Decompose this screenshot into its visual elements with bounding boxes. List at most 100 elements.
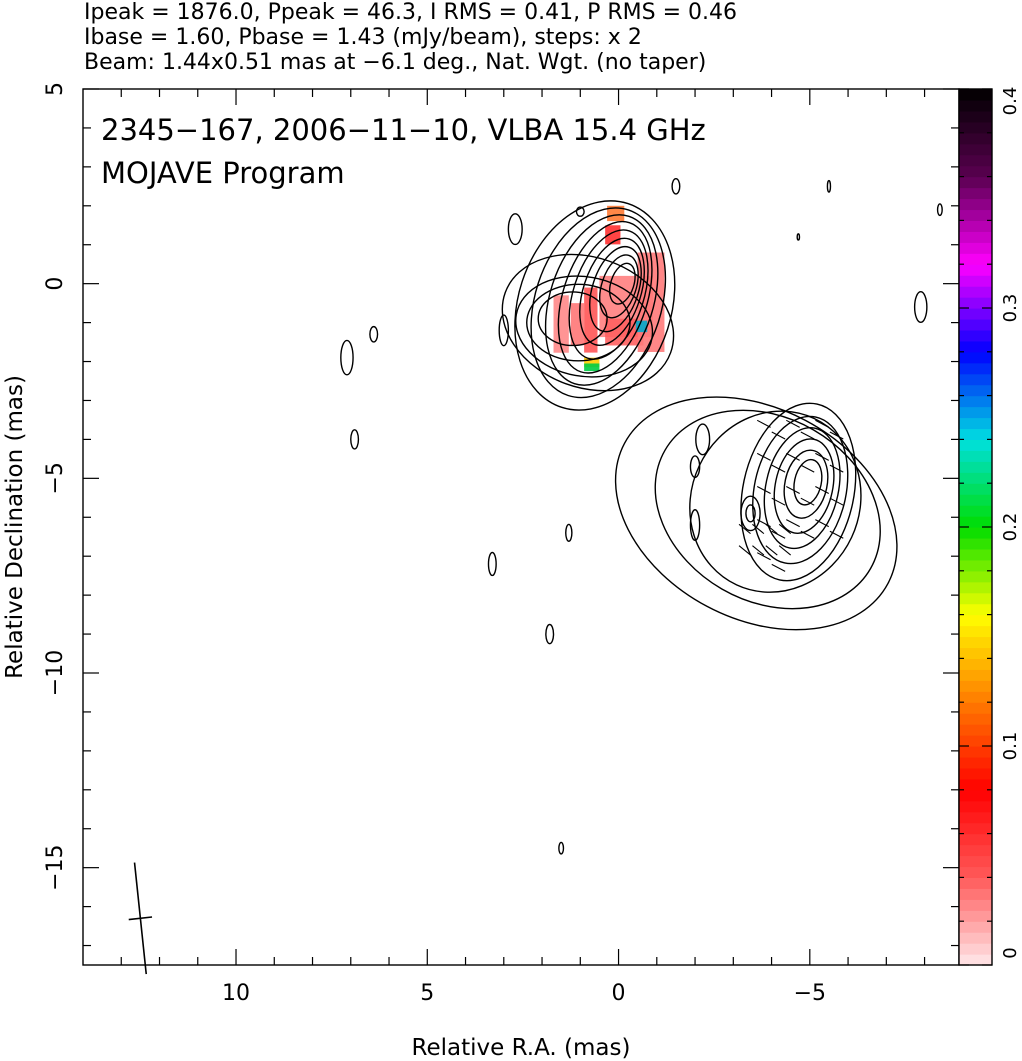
colorbar-band xyxy=(959,713,992,725)
evpa-vector xyxy=(771,464,786,473)
colorbar-band xyxy=(959,494,992,506)
polarization-pixel xyxy=(570,303,585,346)
colorbar-band xyxy=(959,702,992,714)
colorbar-band xyxy=(959,735,992,747)
colorbar-band xyxy=(959,340,992,353)
polarization-pixel xyxy=(637,252,665,352)
colorbar-band xyxy=(959,614,992,627)
x-tick-label: 5 xyxy=(420,981,434,1006)
colorbar-band xyxy=(959,505,992,517)
core-contour xyxy=(557,220,653,374)
y-tick-label: −15 xyxy=(43,844,68,890)
colorbar-band xyxy=(959,483,992,495)
header-intensity-stats: Ipeak = 1876.0, Ppeak = 46.3, I RMS = 0.… xyxy=(84,0,737,25)
colorbar-band xyxy=(959,329,992,342)
colorbar-band xyxy=(959,351,992,364)
noise-contour xyxy=(936,203,943,217)
core-contour xyxy=(599,254,639,319)
jet-contour xyxy=(740,402,857,582)
noise-contour xyxy=(695,423,711,456)
plot-title-source: 2345−167, 2006−11−10, VLBA 15.4 GHz xyxy=(101,113,706,147)
jet-contour xyxy=(793,458,823,506)
colorbar-band xyxy=(959,110,992,123)
colorbar-band xyxy=(959,877,992,889)
colorbar-band xyxy=(959,954,992,966)
core-contour xyxy=(608,262,636,305)
colorbar-band xyxy=(959,198,992,211)
y-tick-label: −5 xyxy=(43,462,68,494)
evpa-vector xyxy=(765,523,778,535)
core-contour xyxy=(544,214,659,386)
colorbar-band xyxy=(959,275,992,287)
colorbar-band xyxy=(959,548,992,561)
colorbar-band xyxy=(959,89,992,101)
colorbar-band xyxy=(959,822,992,835)
colorbar-band xyxy=(959,417,992,430)
colorbar-band xyxy=(959,691,992,703)
colorbar-band xyxy=(959,746,992,758)
noise-contour xyxy=(565,523,573,542)
core-contour xyxy=(530,207,667,399)
colorbar-band xyxy=(959,384,992,397)
y-axis-ticks xyxy=(83,88,959,947)
colorbar-ticks xyxy=(959,88,992,966)
colorbar-band xyxy=(959,132,992,145)
colorbar-band xyxy=(959,516,992,528)
evpa-vector xyxy=(815,486,830,495)
total-intensity-contours xyxy=(340,177,943,855)
evpa-vector xyxy=(738,545,751,556)
evpa-vector xyxy=(800,431,815,440)
colorbar-band xyxy=(959,362,992,375)
colorbar-band xyxy=(959,439,992,451)
colorbar-band xyxy=(959,724,992,736)
jet-contour xyxy=(752,415,849,565)
colorbar-band xyxy=(959,154,992,167)
colorbar-tick-label: 0.3 xyxy=(1000,294,1021,323)
colorbar-band xyxy=(959,800,992,813)
colorbar-band xyxy=(959,121,992,134)
evpa-vector xyxy=(752,523,765,535)
colorbar-band xyxy=(959,395,992,408)
colorbar-band xyxy=(959,899,992,911)
evpa-vector xyxy=(756,519,771,528)
colorbar-band xyxy=(959,778,992,791)
colorbar-band xyxy=(959,176,992,189)
noise-contour xyxy=(796,233,801,241)
evpa-vector xyxy=(771,497,786,506)
beam-minor-axis xyxy=(128,916,153,921)
colorbar-band xyxy=(959,559,992,572)
noise-contour xyxy=(487,551,497,577)
evpa-vector xyxy=(738,523,751,535)
noise-contour xyxy=(689,509,701,542)
colorbar-band xyxy=(959,888,992,900)
colorbar-band xyxy=(959,264,992,276)
jet-contour xyxy=(783,449,829,519)
evpa-vector xyxy=(786,486,800,495)
evpa-vector xyxy=(800,497,815,506)
polarization-pixel xyxy=(584,363,600,372)
colorbar-tick-label: 0.4 xyxy=(1000,87,1021,116)
y-tick-label: 5 xyxy=(43,82,68,96)
jet-knot-contour xyxy=(740,495,761,532)
evpa-vector xyxy=(829,431,844,440)
evpa-vector xyxy=(800,530,815,539)
colorbar-band xyxy=(959,603,992,616)
noise-contour xyxy=(689,455,701,479)
polarization-pixel xyxy=(584,287,598,353)
colorbar-band xyxy=(959,669,992,681)
noise-contour xyxy=(671,177,681,195)
colorbar-tick-label: 0.1 xyxy=(1000,732,1021,761)
colorbar-tick-label: 0.2 xyxy=(1000,513,1021,542)
colorbar-band xyxy=(959,472,992,484)
colorbar-band xyxy=(959,833,992,846)
header-beam-info: Beam: 1.44x0.51 mas at −6.1 deg., Nat. W… xyxy=(84,50,707,75)
evpa-vector xyxy=(771,431,786,440)
colorbar-band xyxy=(959,625,992,638)
noise-contour xyxy=(913,291,928,324)
colorbar-band xyxy=(959,658,992,670)
jet-contour xyxy=(614,396,898,631)
evpa-vector xyxy=(786,452,800,461)
noise-contour xyxy=(558,841,565,855)
evpa-vector xyxy=(829,530,844,539)
